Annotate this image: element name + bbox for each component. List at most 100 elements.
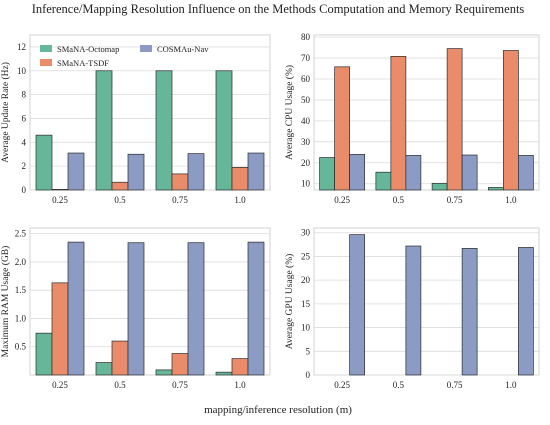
bar-cosmau-nav-0-75 bbox=[461, 154, 478, 191]
x-tick-label: 0.75 bbox=[447, 380, 463, 390]
y-tick-label: 6 bbox=[22, 113, 27, 123]
legend-swatch-smana-octomap bbox=[40, 45, 52, 52]
x-tick-label: 0.75 bbox=[172, 380, 188, 390]
legend-label-cosmau-nav: COSMAu-Nav bbox=[157, 44, 209, 54]
subplot-cpu-usage: 10 20 30 40 50 60 70 80 0.25 0.5 0.75 1.0 Average CP… bbox=[284, 32, 540, 205]
bar-smana-octomap-1-0 bbox=[215, 371, 233, 376]
bar-smana-tsdf-0-75 bbox=[171, 173, 189, 191]
bar-cosmau-nav-0-75 bbox=[187, 242, 205, 376]
y-tick-label: 10 bbox=[17, 66, 27, 76]
bar-smana-octomap-1-0 bbox=[488, 187, 504, 191]
y-tick-label: 20 bbox=[301, 158, 311, 168]
bar-smana-octomap-0-5 bbox=[95, 70, 113, 191]
bar-cosmau-nav-1-0 bbox=[518, 247, 534, 376]
y-tick-label: 1.5 bbox=[15, 285, 27, 295]
subplot-gpu-usage: 0 5 10 15 20 25 30 0.25 0.5 0.75 1.0 Average GPU Us… bbox=[284, 227, 540, 390]
x-tick-label: 0.25 bbox=[334, 195, 350, 205]
x-tick-label: 0.5 bbox=[393, 380, 405, 390]
x-tick-label: 0.75 bbox=[447, 195, 463, 205]
y-tick-label: 80 bbox=[301, 32, 311, 42]
figure-title: Inference/Mapping Resolution Influence o… bbox=[32, 2, 525, 16]
y-tick-label: 15 bbox=[301, 299, 311, 309]
bar-smana-tsdf-0-5 bbox=[111, 340, 129, 376]
bar-smana-octomap-0-75 bbox=[431, 182, 448, 191]
bar-cosmau-nav-0-5 bbox=[127, 242, 145, 376]
bar-smana-tsdf-0-5 bbox=[390, 56, 407, 191]
bar-smana-tsdf-0-25 bbox=[51, 189, 69, 191]
y-tick-label: 2.5 bbox=[15, 229, 27, 239]
y-tick-label: 70 bbox=[301, 53, 311, 63]
bar-smana-tsdf-0-5 bbox=[111, 181, 129, 191]
y-tick-label: 2 bbox=[22, 161, 27, 171]
x-tick-label: 1.0 bbox=[234, 195, 246, 205]
y-tick-label: 50 bbox=[301, 95, 311, 105]
y-tick-label: 4 bbox=[22, 137, 27, 147]
x-tick-label: 0.25 bbox=[334, 380, 350, 390]
y-tick-label: 20 bbox=[301, 275, 311, 285]
bar-smana-tsdf-0-25 bbox=[334, 66, 350, 191]
bar-cosmau-nav-0-5 bbox=[405, 245, 422, 376]
x-tick-label: 1.0 bbox=[234, 380, 246, 390]
y-tick-label: 40 bbox=[301, 116, 311, 126]
x-axis-label: mapping/inference resolution (m) bbox=[204, 404, 352, 416]
y-tick-label: 30 bbox=[301, 137, 311, 147]
y-axis-label: Average GPU Usage (%) bbox=[284, 254, 295, 350]
bar-cosmau-nav-0-75 bbox=[461, 248, 478, 376]
bar-smana-octomap-0-5 bbox=[375, 171, 392, 191]
bar-smana-octomap-0-75 bbox=[155, 369, 173, 376]
bar-cosmau-nav-0-5 bbox=[405, 155, 422, 191]
x-tick-label: 0.25 bbox=[52, 195, 68, 205]
bar-smana-octomap-0-25 bbox=[319, 157, 335, 191]
y-tick-label: 10 bbox=[301, 179, 311, 189]
y-tick-label: 8 bbox=[22, 90, 27, 100]
y-tick-label: 2.0 bbox=[15, 257, 27, 267]
x-tick-label: 0.75 bbox=[172, 195, 188, 205]
bar-cosmau-nav-0-25 bbox=[67, 241, 85, 376]
bar-smana-tsdf-0-75 bbox=[171, 353, 189, 376]
bar-smana-tsdf-1-0 bbox=[503, 50, 519, 191]
y-axis-label: Average Update Rate (Hz) bbox=[0, 62, 11, 163]
x-tick-label: 0.5 bbox=[114, 380, 126, 390]
bar-cosmau-nav-0-25 bbox=[349, 234, 365, 376]
bar-smana-octomap-0-25 bbox=[35, 134, 53, 191]
x-tick-label: 1.0 bbox=[505, 380, 517, 390]
legend-label-smana-octomap: SMaNA-Octomap bbox=[57, 44, 119, 54]
x-tick-label: 0.5 bbox=[393, 195, 405, 205]
y-tick-label: 60 bbox=[301, 74, 311, 84]
legend-swatch-cosmau-nav bbox=[140, 45, 152, 52]
y-tick-label: 12 bbox=[17, 42, 26, 52]
x-tick-label: 1.0 bbox=[505, 195, 517, 205]
bar-cosmau-nav-0-25 bbox=[67, 152, 85, 191]
bar-smana-octomap-0-5 bbox=[95, 362, 113, 376]
plot-area bbox=[313, 227, 540, 376]
y-tick-label: 0 bbox=[306, 370, 311, 380]
legend-label-smana-tsdf: SMaNA-TSDF bbox=[57, 58, 109, 68]
bar-smana-octomap-0-25 bbox=[35, 332, 53, 376]
bar-cosmau-nav-1-0 bbox=[247, 241, 265, 376]
legend-swatch-smana-tsdf bbox=[40, 59, 52, 66]
bar-smana-tsdf-0-25 bbox=[51, 282, 69, 376]
bar-smana-octomap-0-75 bbox=[155, 70, 173, 191]
y-tick-label: 30 bbox=[301, 228, 311, 238]
bar-cosmau-nav-0-5 bbox=[127, 153, 145, 191]
subplot-ram-usage: 0.5 1.0 1.5 2.0 2.5 0.25 0.5 0.75 1.0 Maximum RAM… bbox=[0, 227, 271, 390]
bar-smana-tsdf-1-0 bbox=[231, 358, 249, 376]
y-tick-label: 25 bbox=[301, 251, 311, 261]
y-axis-label: Maximum RAM Usage (GB) bbox=[0, 246, 11, 358]
y-axis-label: Average CPU Usage (%) bbox=[284, 65, 295, 160]
y-tick-label: 10 bbox=[301, 323, 311, 333]
legend: SMaNA-Octomap SMaNA-TSDF COSMAu-Nav bbox=[40, 44, 209, 68]
bar-smana-octomap-1-0 bbox=[215, 70, 233, 191]
bar-cosmau-nav-0-75 bbox=[187, 153, 205, 191]
bar-cosmau-nav-1-0 bbox=[247, 152, 265, 191]
x-tick-label: 0.25 bbox=[52, 380, 68, 390]
x-tick-label: 0.5 bbox=[114, 195, 126, 205]
y-tick-label: 1.0 bbox=[15, 313, 27, 323]
subplot-update-rate: 0 2 4 6 8 10 12 0.25 0.5 0.75 1.0 Average Update Ra… bbox=[0, 34, 271, 205]
y-tick-label: 0.5 bbox=[15, 342, 27, 352]
y-tick-label: 0 bbox=[22, 185, 27, 195]
bar-cosmau-nav-1-0 bbox=[518, 155, 534, 191]
bar-smana-tsdf-1-0 bbox=[231, 166, 249, 191]
bar-smana-tsdf-0-75 bbox=[446, 48, 463, 191]
